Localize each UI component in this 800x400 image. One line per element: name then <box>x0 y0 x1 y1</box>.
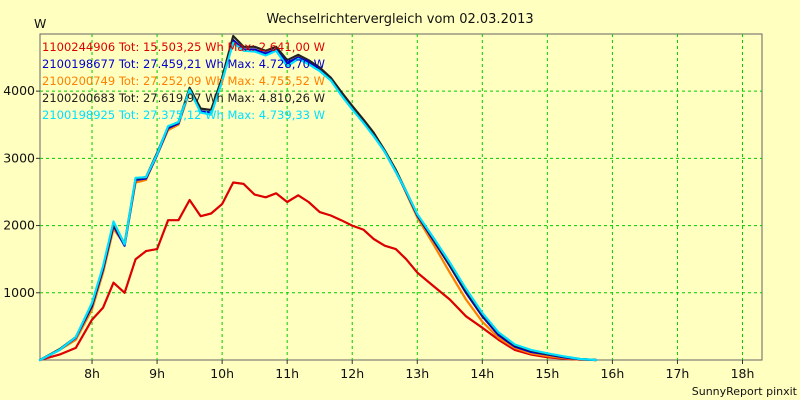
x-tick-label: 16h <box>600 366 624 381</box>
chart-title: Wechselrichtervergleich vom 02.03.2013 <box>266 12 533 27</box>
legend-entry-1100244906: 1100244906 Tot: 15.503,25 Wh Max: 2.641,… <box>42 40 325 54</box>
x-tick-label: 9h <box>149 366 165 381</box>
series-line-2100198677 <box>38 38 598 362</box>
legend-entry-2100198677: 2100198677 Tot: 27.459,21 Wh Max: 4.728,… <box>42 57 325 71</box>
x-tick-label: 12h <box>340 366 364 381</box>
x-tick-label: 14h <box>470 366 494 381</box>
series-line-1100244906 <box>38 181 598 362</box>
legend: 1100244906 Tot: 15.503,25 Wh Max: 2.641,… <box>42 40 325 122</box>
footer-credit: SunnyReport pinxit <box>692 385 798 398</box>
x-tick-label: 18h <box>731 366 755 381</box>
y-tick-label: 4000 <box>3 83 35 98</box>
plot-area <box>39 33 763 361</box>
series-lines <box>38 34 598 362</box>
y-axis-label: W <box>34 16 46 31</box>
series-line-2100198925 <box>38 41 598 362</box>
legend-entry-2100200683: 2100200683 Tot: 27.619,97 Wh Max: 4.810,… <box>42 91 325 105</box>
x-tick-label: 13h <box>405 366 429 381</box>
grid-lines <box>40 34 762 360</box>
y-tick-label: 1000 <box>3 285 35 300</box>
y-axis-ticks: 1000 2000 3000 4000 <box>3 83 40 300</box>
x-tick-label: 17h <box>666 366 690 381</box>
y-tick-label: 2000 <box>3 218 35 233</box>
x-tick-label: 11h <box>275 366 299 381</box>
x-tick-label: 10h <box>210 366 234 381</box>
legend-entry-2100198925: 2100198925 Tot: 27.375,12 Wh Max: 4.739,… <box>42 108 325 122</box>
x-tick-label: 8h <box>84 366 100 381</box>
x-tick-label: 15h <box>535 366 559 381</box>
x-axis-ticks: 8h 9h 10h 11h 12h 13h 14h 15h 16h 17h 18h <box>84 360 754 381</box>
legend-entry-2100200749: 2100200749 Tot: 27.252,09 Wh Max: 4.755,… <box>42 74 325 88</box>
y-tick-label: 3000 <box>3 150 35 165</box>
